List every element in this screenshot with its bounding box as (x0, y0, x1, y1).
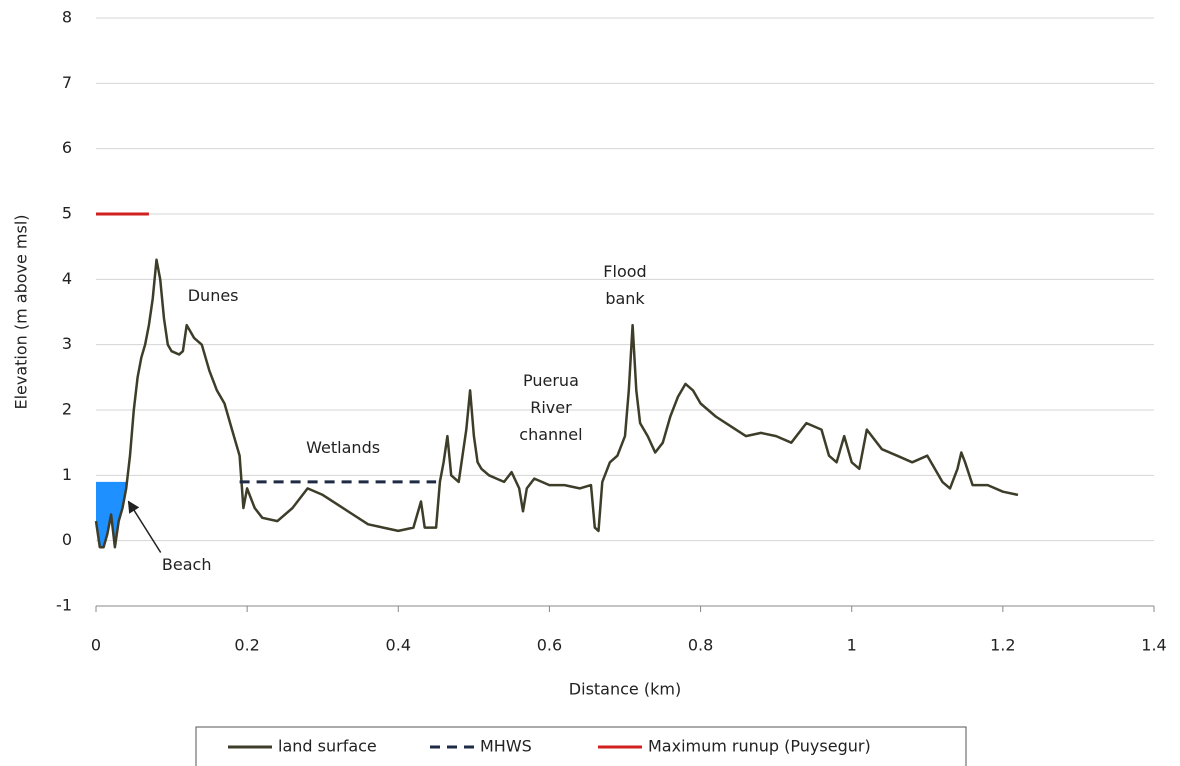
legend-label: Maximum runup (Puysegur) (648, 737, 871, 756)
legend-label: land surface (278, 737, 377, 756)
y-tick-label: 6 (62, 138, 72, 157)
annotation: channel (519, 425, 582, 444)
y-tick-label: 1 (62, 465, 72, 484)
y-tick-label: 2 (62, 400, 72, 419)
x-tick-label: 0.8 (688, 636, 713, 655)
annotation: Beach (162, 555, 212, 574)
annotation: bank (605, 289, 645, 308)
annotation: Flood (603, 262, 646, 281)
legend-label: MHWS (480, 737, 532, 756)
x-tick-label: 1 (847, 636, 857, 655)
y-tick-label: 5 (62, 204, 72, 223)
annotation: River (530, 398, 572, 417)
y-tick-label: 8 (62, 8, 72, 27)
y-tick-label: 4 (62, 269, 72, 288)
y-tick-label: 7 (62, 73, 72, 92)
x-tick-label: 0.2 (234, 636, 259, 655)
y-tick-label: 3 (62, 334, 72, 353)
annotation: Wetlands (306, 438, 380, 457)
annotation: Puerua (523, 371, 579, 390)
x-tick-label: 1.4 (1141, 636, 1166, 655)
y-tick-label: -1 (56, 596, 72, 615)
x-tick-label: 0.6 (537, 636, 562, 655)
x-axis-label: Distance (km) (569, 680, 681, 699)
x-tick-label: 0 (91, 636, 101, 655)
y-tick-label: 0 (62, 530, 72, 549)
annotation: Dunes (188, 286, 239, 305)
series-line (94, 258, 1019, 549)
x-tick-label: 0.4 (386, 636, 411, 655)
annotation-arrow (127, 500, 162, 553)
y-axis-label: Elevation (m above msl) (12, 214, 31, 409)
legend-box (195, 726, 967, 766)
x-tick-label: 1.2 (990, 636, 1015, 655)
